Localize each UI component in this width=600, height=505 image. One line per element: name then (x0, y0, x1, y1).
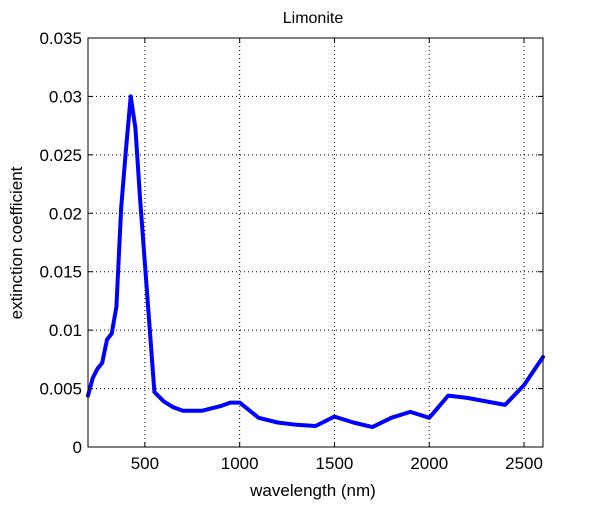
x-tick-label: 2000 (410, 454, 448, 473)
y-tick-labels: 0 0.005 0.01 0.015 0.02 0.025 0.03 0.035 (39, 29, 82, 457)
series-line (86, 94, 545, 430)
chart-title: Limonite (283, 10, 344, 27)
y-tick-label: 0.02 (49, 204, 82, 223)
tick-marks (88, 37, 543, 448)
series-layer (86, 94, 545, 430)
y-tick-label: 0.035 (39, 29, 82, 48)
grid-lines (88, 38, 543, 447)
x-axis-label: wavelength (nm) (249, 481, 376, 500)
y-tick-label: 0.025 (39, 146, 82, 165)
y-tick-label: 0.015 (39, 263, 82, 282)
plot-frame (87, 37, 544, 448)
x-tick-label: 1000 (221, 454, 259, 473)
y-tick-label: 0.005 (39, 380, 82, 399)
x-tick-label: 1500 (316, 454, 354, 473)
y-tick-label: 0.01 (49, 321, 82, 340)
y-tick-label: 0.03 (49, 87, 82, 106)
y-tick-label: 0 (73, 438, 82, 457)
y-axis-label: extinction coefficient (7, 166, 26, 319)
x-tick-label: 2500 (505, 454, 543, 473)
x-tick-label: 500 (131, 454, 159, 473)
x-tick-labels: 500 1000 1500 2000 2500 (131, 454, 543, 473)
